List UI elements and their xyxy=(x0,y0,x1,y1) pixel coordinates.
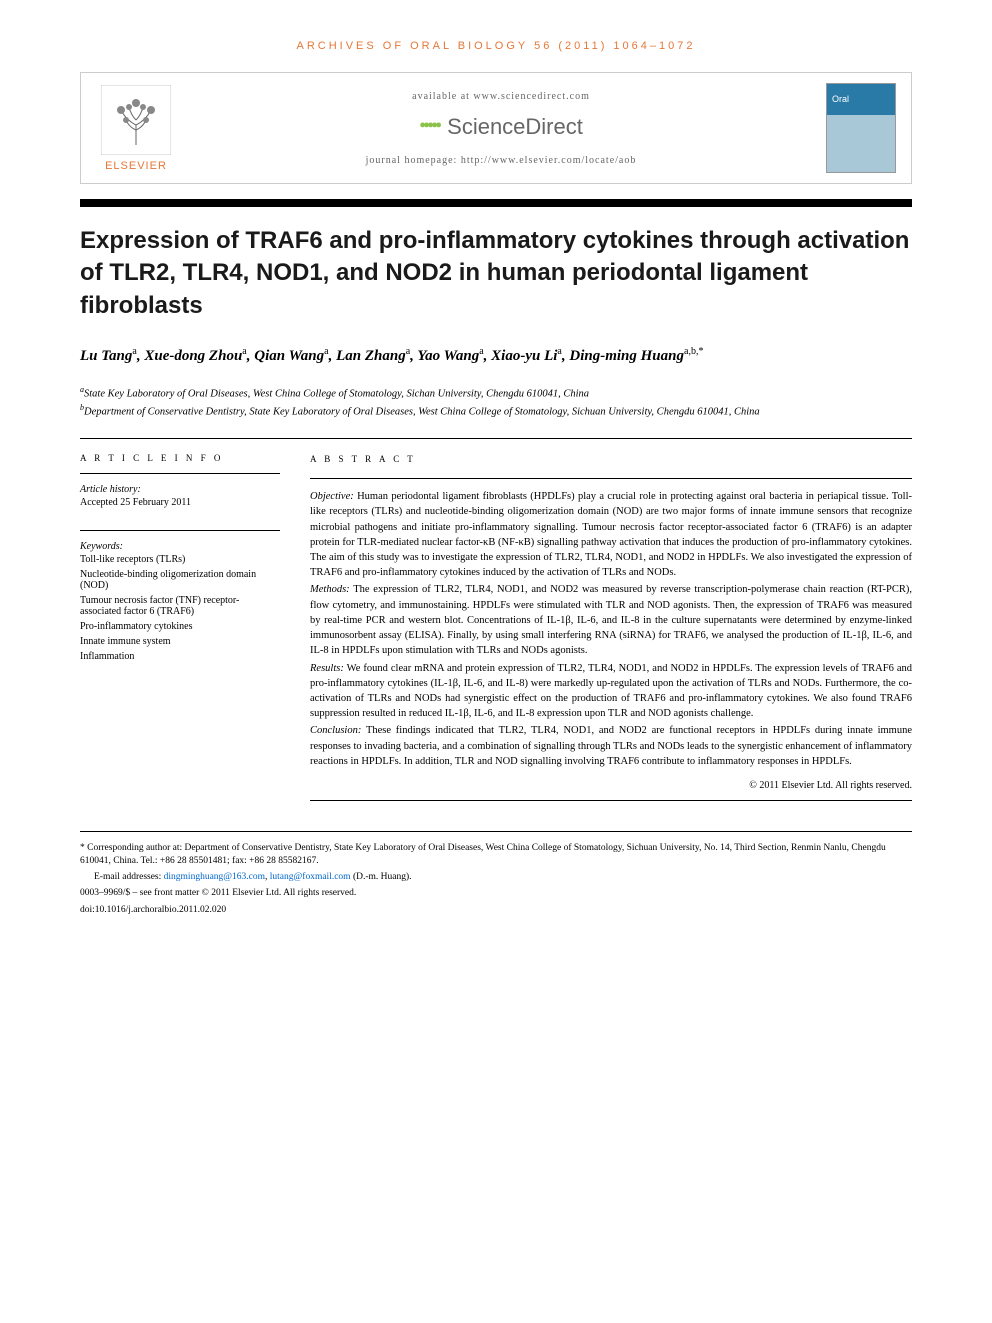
email-link-1[interactable]: dingminghuang@163.com xyxy=(164,872,265,882)
article-title: Expression of TRAF6 and pro-inflammatory… xyxy=(80,225,912,322)
corresponding-author: * Corresponding author at: Department of… xyxy=(80,842,912,869)
abstract-section-label: Results: xyxy=(310,663,344,674)
abstract-section-label: Conclusion: xyxy=(310,725,361,736)
article-info: A R T I C L E I N F O Article history: A… xyxy=(80,453,280,800)
abstract-section-text: We found clear mRNA and protein expressi… xyxy=(310,663,912,720)
email-suffix: (D.-m. Huang). xyxy=(351,872,412,882)
abstract-section-text: Human periodontal ligament fibroblasts (… xyxy=(310,491,912,578)
keyword: Toll-like receptors (TLRs) xyxy=(80,554,280,565)
email-label: E-mail addresses: xyxy=(94,872,164,882)
abstract-section-label: Objective: xyxy=(310,491,354,502)
keyword: Innate immune system xyxy=(80,636,280,647)
keyword: Nucleotide-binding oligomerization domai… xyxy=(80,569,280,591)
affiliation: aState Key Laboratory of Oral Diseases, … xyxy=(80,384,912,402)
sd-dots-icon: ••••• xyxy=(419,115,439,138)
authors: Lu Tanga, Xue-dong Zhoua, Qian Wanga, La… xyxy=(80,344,912,368)
abstract-section-text: The expression of TLR2, TLR4, NOD1, and … xyxy=(310,584,912,656)
affiliations: aState Key Laboratory of Oral Diseases, … xyxy=(80,384,912,420)
elsevier-text: ELSEVIER xyxy=(96,160,176,172)
keyword: Inflammation xyxy=(80,651,280,662)
abstract-section-text: These findings indicated that TLR2, TLR4… xyxy=(310,725,912,766)
keyword: Pro-inflammatory cytokines xyxy=(80,621,280,632)
title-bar xyxy=(80,199,912,207)
journal-reference: ARCHIVES OF ORAL BIOLOGY 56 (2011) 1064–… xyxy=(80,40,912,52)
keywords-label: Keywords: xyxy=(80,541,280,552)
abstract-section: Conclusion: These findings indicated tha… xyxy=(310,723,912,769)
email-line: E-mail addresses: dingminghuang@163.com,… xyxy=(80,871,912,884)
abstract-heading: A B S T R A C T xyxy=(310,453,912,466)
abstract-section: Objective: Human periodontal ligament fi… xyxy=(310,489,912,580)
header-box: ELSEVIER available at www.sciencedirect.… xyxy=(80,72,912,184)
homepage-text: journal homepage: http://www.elsevier.co… xyxy=(176,155,826,166)
elsevier-logo: ELSEVIER xyxy=(96,85,176,172)
divider xyxy=(80,438,912,439)
sciencedirect-text: ScienceDirect xyxy=(447,114,583,140)
history-date: Accepted 25 February 2011 xyxy=(80,497,280,508)
center-header: available at www.sciencedirect.com •••••… xyxy=(176,91,826,166)
copyright: © 2011 Elsevier Ltd. All rights reserved… xyxy=(310,779,912,794)
abstract-section-label: Methods: xyxy=(310,584,350,595)
abstract: A B S T R A C T Objective: Human periodo… xyxy=(310,453,912,800)
available-text: available at www.sciencedirect.com xyxy=(176,91,826,102)
abstract-end-divider xyxy=(310,800,912,801)
elsevier-tree-icon xyxy=(101,85,171,155)
email-link-2[interactable]: lutang@foxmail.com xyxy=(270,872,351,882)
footer: * Corresponding author at: Department of… xyxy=(80,831,912,917)
abstract-section: Results: We found clear mRNA and protein… xyxy=(310,661,912,722)
affiliation: bDepartment of Conservative Dentistry, S… xyxy=(80,402,912,420)
abstract-section: Methods: The expression of TLR2, TLR4, N… xyxy=(310,582,912,658)
info-abstract-row: A R T I C L E I N F O Article history: A… xyxy=(80,453,912,800)
journal-cover-title: Oral xyxy=(832,94,849,104)
info-heading: A R T I C L E I N F O xyxy=(80,453,280,463)
keyword: Tumour necrosis factor (TNF) receptor-as… xyxy=(80,595,280,617)
issn-line: 0003–9969/$ – see front matter © 2011 El… xyxy=(80,887,912,900)
journal-cover: Oral xyxy=(826,83,896,173)
sciencedirect-logo: ••••• ScienceDirect xyxy=(176,114,826,140)
history-label: Article history: xyxy=(80,484,280,495)
doi-line: doi:10.1016/j.archoralbio.2011.02.020 xyxy=(80,904,912,917)
